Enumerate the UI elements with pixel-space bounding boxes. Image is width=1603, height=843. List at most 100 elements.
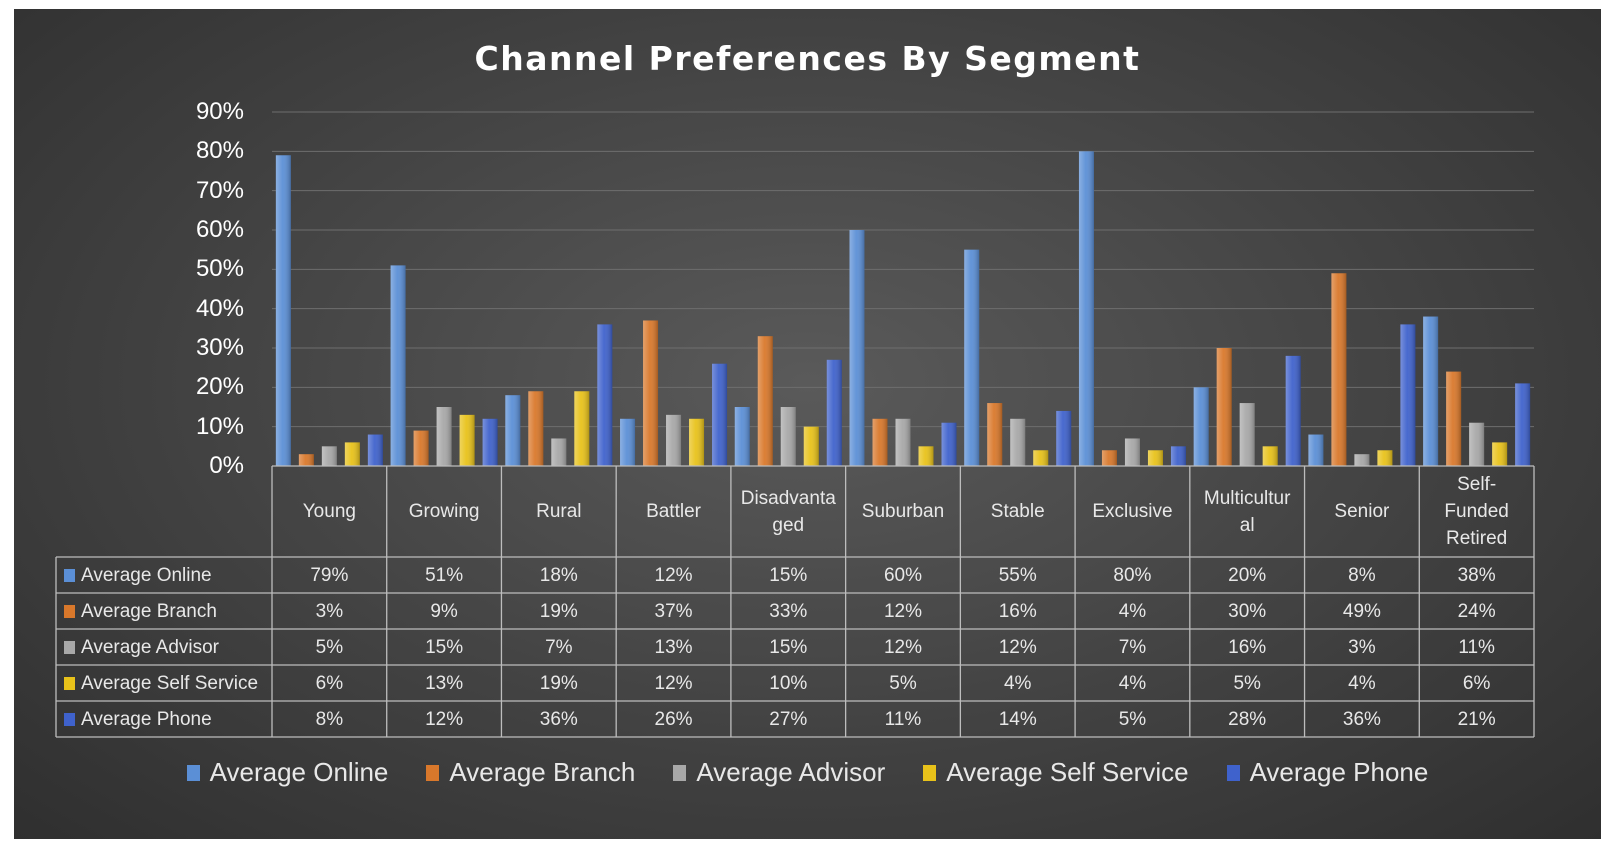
series-name: Average Phone: [81, 708, 212, 730]
y-tick-label: 50%: [195, 255, 244, 283]
table-cell: 5%: [889, 673, 917, 694]
bar-highlight: [597, 324, 613, 466]
table-cell: 79%: [310, 565, 349, 586]
table-cell: 8%: [315, 709, 344, 730]
table-cell: 14%: [998, 709, 1037, 730]
bar-highlight: [895, 418, 911, 466]
category-label: Growing: [408, 501, 480, 522]
table-cell: 15%: [425, 637, 464, 658]
y-tick-label: 70%: [195, 176, 244, 204]
legend-label: Average Advisor: [696, 757, 886, 787]
table-cell: 5%: [315, 637, 344, 658]
bar-highlight: [551, 438, 567, 466]
table-cell: 24%: [1457, 601, 1496, 622]
y-tick-label: 90%: [195, 98, 244, 125]
table-cell: 13%: [425, 673, 464, 694]
table-cell: 18%: [539, 565, 578, 586]
bar-highlight: [298, 454, 314, 466]
bar-highlight: [1377, 450, 1393, 466]
gridlines: [272, 111, 1534, 428]
bar-highlight: [1193, 387, 1209, 466]
bar-highlight: [1515, 383, 1531, 466]
legend-key: [426, 764, 440, 781]
y-tick-label: 0%: [209, 452, 244, 479]
legend-label: Average Branch: [449, 757, 636, 787]
chart-title: Channel Preferences By Segment: [474, 39, 1141, 78]
bar-highlight: [367, 434, 383, 466]
bar-highlight: [459, 414, 475, 466]
legend-key: [1226, 764, 1240, 781]
table-cell: 28%: [1228, 709, 1267, 730]
series-name: Average Self Service: [81, 672, 259, 694]
bar-highlight: [666, 414, 682, 466]
table-cell: 11%: [1458, 637, 1495, 658]
y-tick-label: 20%: [195, 373, 244, 401]
table-cell: 11%: [884, 709, 922, 730]
bar-highlight: [1101, 450, 1117, 466]
table-row-label: Average Branch: [56, 593, 217, 630]
category-label: Young: [302, 501, 356, 522]
table-cell: 6%: [315, 673, 344, 694]
table-cell: 36%: [539, 709, 578, 730]
chart-panel: Channel Preferences By Segment 0% 10% 20% 3…: [14, 9, 1601, 839]
legend-item: Average Self Service: [923, 757, 1189, 788]
table-cell: 36%: [1342, 709, 1381, 730]
table-cell: 19%: [539, 673, 578, 694]
table-cell: 80%: [1113, 565, 1152, 586]
series-key: [64, 641, 75, 654]
category-label: Stable: [990, 501, 1045, 522]
table-cell: 7%: [545, 637, 573, 658]
y-tick-label: 80%: [195, 137, 244, 165]
table-row-label: Average Phone: [56, 701, 212, 738]
bar-highlight: [987, 403, 1003, 466]
category-label: Battler: [646, 501, 701, 522]
table-cell: 5%: [1118, 709, 1147, 730]
table-cell: 26%: [654, 709, 693, 730]
series-name: Average Online: [81, 564, 212, 586]
bar-highlight: [1239, 403, 1255, 466]
legend-key: [186, 764, 200, 781]
bar-highlight: [1078, 151, 1094, 467]
y-tick-label: 10%: [195, 412, 244, 440]
table-cell: 8%: [1348, 565, 1376, 586]
table-cell: 33%: [769, 601, 808, 622]
data-table-grid: [55, 465, 1535, 738]
table-cell: 3%: [315, 601, 344, 622]
table-row-label: Average Self Service: [56, 665, 258, 702]
bars: [275, 151, 1531, 467]
bar-highlight: [757, 336, 773, 466]
table-cell: 60%: [883, 565, 922, 586]
table-cell: 5%: [1233, 673, 1261, 694]
legend-item: Average Advisor: [673, 757, 885, 788]
table-cell: 12%: [883, 637, 922, 658]
table-cell: 16%: [1228, 637, 1267, 658]
bar-highlight: [1446, 371, 1462, 466]
table-cell: 13%: [654, 637, 693, 658]
bar-highlight: [803, 426, 819, 466]
series-key: [64, 569, 75, 582]
category-label: Self- Funded Retired: [1444, 474, 1509, 549]
bar-highlight: [275, 155, 291, 466]
bar-highlight: [1010, 418, 1026, 466]
bar-highlight: [482, 418, 498, 466]
legend-key: [923, 764, 937, 781]
bar-highlight: [390, 265, 406, 466]
table-cell: 27%: [769, 709, 808, 730]
table-cell: 15%: [769, 565, 808, 586]
category-label: Exclusive: [1092, 501, 1173, 522]
table-cell: 4%: [1348, 673, 1376, 694]
bar-highlight: [643, 320, 659, 466]
table-cell: 21%: [1457, 709, 1496, 730]
bar-highlight: [826, 359, 842, 466]
category-label: Disadvanta ged: [740, 487, 836, 536]
table-cell: 38%: [1457, 565, 1496, 586]
table-cell: 12%: [998, 637, 1037, 658]
table-cell: 37%: [654, 601, 693, 622]
bar-highlight: [1308, 434, 1324, 466]
table-cell: 12%: [654, 565, 693, 586]
table-cell: 4%: [1003, 673, 1032, 694]
y-tick-label: 60%: [195, 216, 244, 243]
bar-highlight: [413, 430, 429, 466]
table-cell: 9%: [430, 601, 458, 622]
bar-highlight: [1216, 348, 1232, 466]
